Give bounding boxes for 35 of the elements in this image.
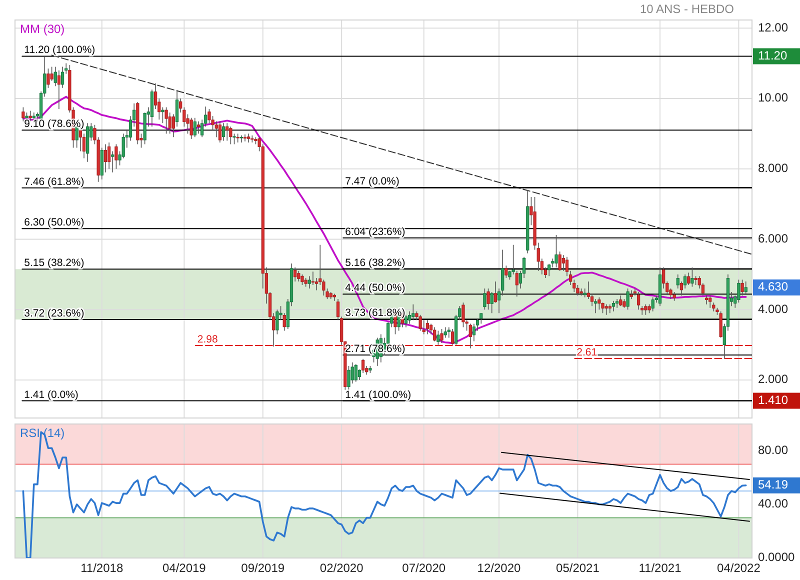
series-label: 5.15 (38.2%) <box>24 257 84 270</box>
text: MM (30) <box>20 22 65 36</box>
x-tick-label: 05/2021 <box>556 561 600 575</box>
series-label: 1.41 (100.0%) <box>345 388 412 401</box>
data-label: 11.20 <box>758 48 788 62</box>
y-tick-label: 10.00 <box>758 90 788 105</box>
y-tick-label: 6.000 <box>758 231 788 246</box>
data-label: 1.410 <box>758 392 788 407</box>
data-label: 54.19 <box>758 478 788 492</box>
series-label: 6.30 (50.0%) <box>24 216 84 229</box>
x-tick-label: 04/2019 <box>162 561 206 575</box>
series-label: 6.04 (23.6%) <box>345 226 406 238</box>
x-tick-label: 12/2020 <box>477 561 522 575</box>
x-tick-label: 07/2020 <box>402 561 446 575</box>
series-label: 5.16 (38.2%) <box>345 256 406 269</box>
y-tick-label: 8.000 <box>758 161 788 176</box>
series-label: 3.72 (23.6%) <box>24 307 84 320</box>
series-label: 7.46 (61.8%) <box>24 176 84 188</box>
series-label: 1.41 (0.0%) <box>24 388 78 401</box>
text: 4.630 <box>758 280 788 294</box>
x-tick-label: 11/2018 <box>80 561 124 575</box>
y-tick-label: 0.0000 <box>758 550 796 564</box>
series-label: 7.47 (0.0%) <box>345 176 400 188</box>
y-tick-label: 4.000 <box>758 302 788 316</box>
y-tick-label: 40.00 <box>758 496 788 511</box>
y-tick-label: 2.000 <box>758 372 788 386</box>
x-tick-label: 04/2022 <box>717 561 761 575</box>
x-tick-label: 11/2021 <box>638 561 682 575</box>
y-tick-label: 12.00 <box>758 20 788 34</box>
chart-subtitle: 10 ANS - HEBDO <box>640 2 734 16</box>
y-tick-label: 80.00 <box>758 442 788 457</box>
series-label: 11.20 (100.0%) <box>24 44 96 56</box>
series-label: 2.98 <box>197 334 218 346</box>
x-tick-label: 09/2019 <box>241 561 285 575</box>
x-tick-label: 02/2020 <box>320 561 364 575</box>
